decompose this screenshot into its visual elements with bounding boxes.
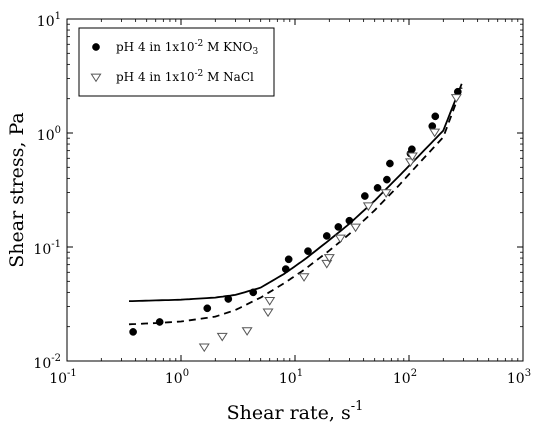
data-point [264, 297, 276, 306]
data-point [383, 175, 391, 184]
data-point [129, 328, 137, 336]
y-tick-label: 101 [37, 11, 61, 30]
data-point [408, 145, 416, 154]
data-point [203, 304, 212, 313]
data-point [362, 202, 374, 212]
data-point [386, 159, 394, 168]
data-point [350, 223, 362, 233]
legend-marker [90, 73, 102, 83]
y-axis-title: Shear stress, Pa [6, 112, 28, 268]
data-point [428, 122, 437, 130]
data-point [380, 189, 392, 198]
data-point [249, 288, 258, 297]
legend-box [78, 27, 275, 97]
data-point [322, 232, 331, 240]
legend-entry: pH 4 in 1x10-2 M KNO3 [116, 39, 258, 57]
data-point [198, 343, 210, 353]
x-tick-label: 10-1 [49, 368, 77, 387]
series-1 [129, 87, 462, 336]
data-point [262, 308, 274, 318]
y-tick-label: 10-1 [33, 239, 61, 258]
x-tick-label: 101 [279, 368, 303, 387]
legend-marker [92, 43, 100, 51]
fit-line-dashed [128, 87, 463, 326]
x-axis-title: Shear rate, s-1 [227, 399, 364, 424]
data-points [129, 87, 462, 353]
data-point [373, 184, 382, 192]
x-tick-label: 103 [507, 368, 531, 387]
data-point [334, 223, 343, 231]
axis-ticks [66, 18, 524, 362]
data-point [431, 112, 440, 121]
y-tick-label: 10-2 [33, 353, 61, 372]
data-point [284, 255, 293, 264]
data-point [334, 234, 346, 244]
x-tick-label: 102 [393, 368, 417, 387]
legend: pH 4 in 1x10-2 M KNO3 pH 4 in 1x10-2 M Na… [78, 27, 275, 97]
fit-lines [128, 83, 463, 326]
data-point [323, 254, 335, 263]
data-point [345, 216, 354, 225]
data-point [241, 327, 253, 336]
data-point [281, 265, 290, 273]
data-point [450, 94, 462, 103]
data-point [304, 247, 312, 255]
fit-line-solid [129, 83, 463, 302]
y-tick-label: 100 [37, 125, 61, 144]
legend-entry: pH 4 in 1x10-2 M NaCl [116, 69, 254, 84]
data-point [155, 318, 164, 326]
series-2 [198, 94, 462, 353]
data-point [429, 128, 441, 138]
data-point [216, 332, 228, 342]
data-point [406, 152, 418, 162]
data-point [298, 273, 310, 282]
data-point [361, 192, 369, 200]
x-tick-label: 100 [165, 368, 189, 387]
data-point [404, 158, 416, 168]
data-point [224, 295, 233, 303]
